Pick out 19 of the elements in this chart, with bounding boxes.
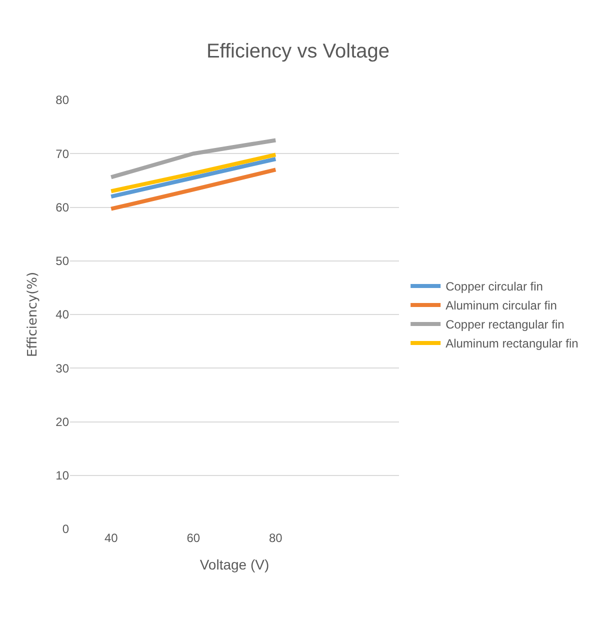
- x-tick-label: 80: [268, 531, 283, 545]
- x-tick-label: 60: [186, 531, 200, 545]
- chart-title: Efficiency vs Voltage: [206, 40, 390, 62]
- x-axis-title: Voltage (V): [200, 556, 270, 572]
- legend-label: Aluminum rectangular fin: [446, 336, 578, 351]
- y-tick-label: 0: [62, 522, 70, 536]
- y-tick-label: 20: [56, 414, 70, 429]
- y-tick-label: 40: [56, 308, 70, 322]
- y-tick-label: 60: [56, 200, 70, 214]
- legend-label: Copper rectangular fin: [446, 318, 564, 332]
- y-tick-label: 50: [56, 254, 70, 268]
- y-axis-title: Efficiency(%): [26, 272, 41, 358]
- x-tick-label: 40: [104, 531, 118, 545]
- y-tick-label: 10: [56, 468, 70, 483]
- y-tick-label: 80: [56, 93, 70, 108]
- y-tick-label: 70: [56, 146, 70, 161]
- legend-label: Copper circular fin: [446, 280, 543, 294]
- y-tick-label: 30: [56, 361, 70, 376]
- legend-label: Aluminum circular fin: [446, 298, 557, 313]
